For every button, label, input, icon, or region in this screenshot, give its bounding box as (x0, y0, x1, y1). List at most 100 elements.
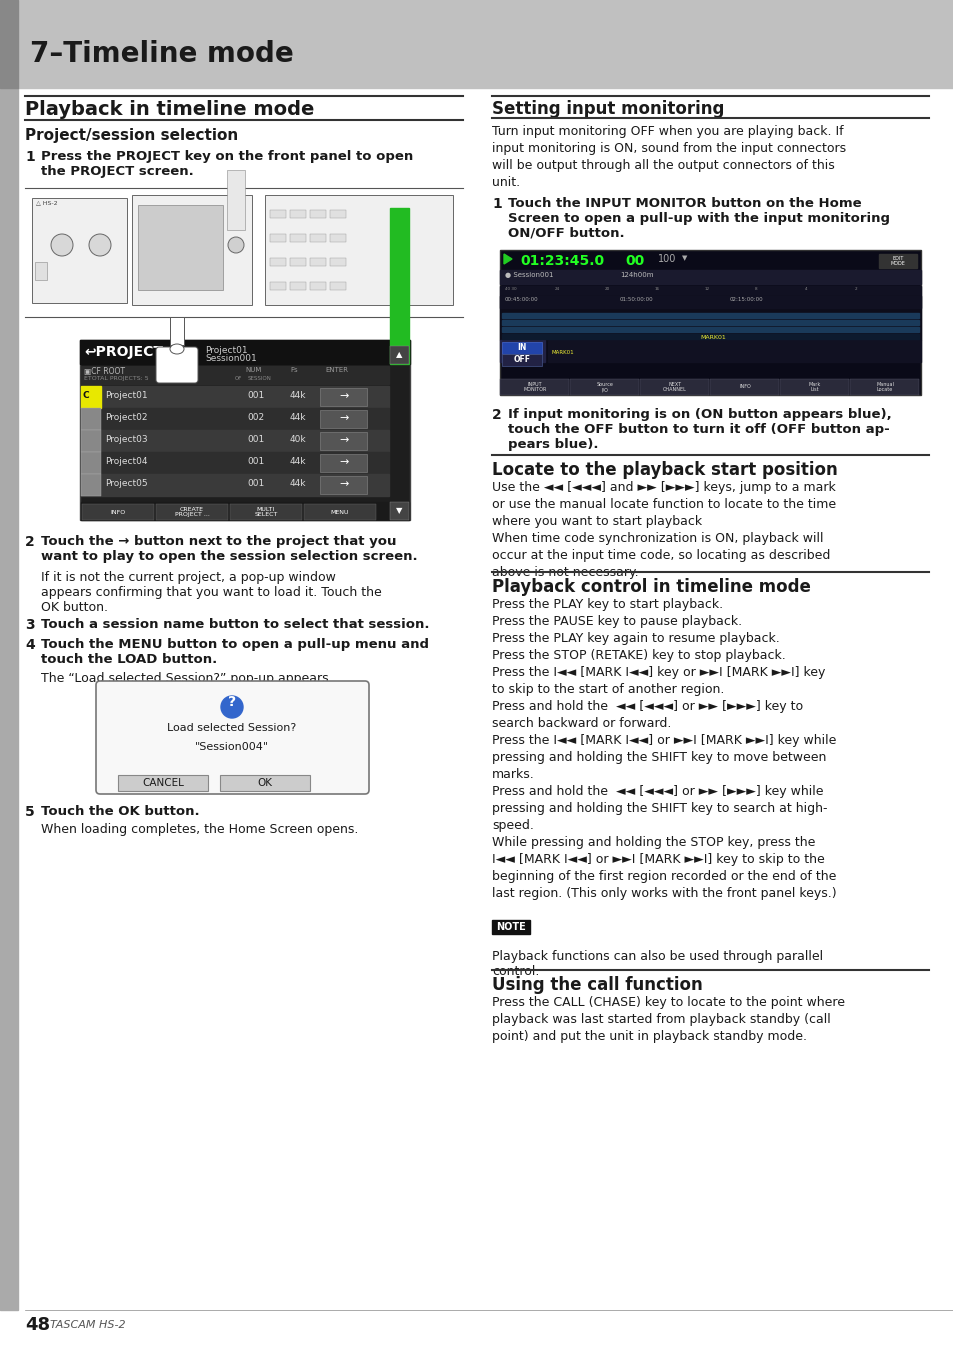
Bar (709, 379, 779, 396)
Bar (227, 170, 245, 230)
Bar (138, 205, 223, 290)
Text: 12: 12 (704, 288, 709, 292)
Text: 001: 001 (247, 458, 264, 466)
Text: CANCEL: CANCEL (142, 778, 184, 788)
Text: Session001: Session001 (205, 354, 256, 363)
Text: Fs: Fs (290, 367, 297, 373)
Bar (81, 452, 101, 474)
Text: 5: 5 (25, 805, 34, 819)
Text: 2: 2 (854, 288, 857, 292)
Bar (310, 234, 326, 242)
Bar (330, 211, 346, 217)
Text: If it is not the current project, a pop-up window
appears confirming that you wa: If it is not the current project, a pop-… (41, 571, 381, 614)
Text: ● Session001: ● Session001 (504, 271, 553, 278)
Text: OK: OK (257, 778, 273, 788)
Text: →: → (339, 413, 349, 423)
Text: Press the PROJECT key on the front panel to open
the PROJECT screen.: Press the PROJECT key on the front panel… (41, 150, 413, 178)
Bar (81, 474, 101, 495)
Text: INFO: INFO (739, 385, 750, 390)
Text: ↩PROJECT: ↩PROJECT (84, 346, 163, 359)
Text: OF: OF (234, 377, 242, 381)
Bar (81, 452, 389, 474)
Text: 001: 001 (247, 435, 264, 444)
Bar (319, 410, 367, 428)
Text: Touch the OK button.: Touch the OK button. (41, 805, 199, 818)
Text: 1: 1 (492, 197, 501, 211)
Circle shape (221, 697, 243, 718)
Bar (81, 366, 389, 383)
FancyBboxPatch shape (96, 680, 369, 794)
Text: Turn input monitoring OFF when you are playing back. If
input monitoring is ON, : Turn input monitoring OFF when you are p… (492, 126, 845, 189)
Text: ?: ? (228, 695, 235, 709)
Bar (319, 477, 367, 494)
Text: MULTI
SELECT: MULTI SELECT (254, 506, 277, 517)
Text: 4: 4 (804, 288, 806, 292)
Text: Press the CALL (CHASE) key to locate to the point where
playback was last starte: Press the CALL (CHASE) key to locate to … (492, 996, 844, 1044)
Text: 4: 4 (25, 639, 34, 652)
Text: ETOTAL PROJECTS: 5: ETOTAL PROJECTS: 5 (84, 377, 149, 381)
Text: Playback control in timeline mode: Playback control in timeline mode (492, 578, 810, 595)
Circle shape (89, 234, 111, 256)
Text: ENTER: ENTER (325, 367, 348, 373)
Text: NUM: NUM (245, 367, 261, 373)
Bar (30, 190, 457, 315)
Bar (499, 270, 920, 284)
Text: Project03: Project03 (105, 435, 148, 444)
Text: SESSION: SESSION (248, 377, 272, 381)
Bar (547, 340, 920, 362)
Text: 48: 48 (25, 1316, 51, 1334)
Text: →: → (339, 392, 349, 401)
Text: Use the ◄◄ [◄◄◄] and ►► [►►►] keys, jump to a mark
or use the manual locate func: Use the ◄◄ [◄◄◄] and ►► [►►►] keys, jump… (492, 481, 835, 579)
Bar (220, 775, 310, 791)
Text: Using the call function: Using the call function (492, 976, 702, 994)
Bar (290, 234, 306, 242)
FancyBboxPatch shape (156, 347, 198, 383)
Text: Locate to the playback start position: Locate to the playback start position (492, 460, 837, 479)
Bar (265, 194, 453, 305)
Text: 16: 16 (655, 288, 659, 292)
Bar (304, 504, 375, 520)
Bar (118, 775, 208, 791)
Text: INPUT
MONITOR: INPUT MONITOR (523, 382, 546, 393)
Text: 44k: 44k (290, 413, 306, 423)
Bar (0, 88, 18, 1310)
Text: 44k: 44k (290, 392, 306, 400)
Text: 02:15:00:00: 02:15:00:00 (729, 297, 762, 302)
Text: Touch a session name button to select that session.: Touch a session name button to select th… (41, 618, 429, 630)
Text: Press the PLAY key to start playback.
Press the PAUSE key to pause playback.
Pre: Press the PLAY key to start playback. Pr… (492, 598, 836, 900)
Bar (501, 342, 541, 354)
Bar (492, 919, 530, 934)
Text: The “Load selected Session?” pop-up appears.: The “Load selected Session?” pop-up appe… (41, 672, 333, 684)
Text: →: → (339, 458, 349, 467)
Bar (499, 250, 920, 396)
Bar (390, 502, 409, 520)
Bar (501, 333, 918, 339)
Text: "Session004": "Session004" (194, 743, 269, 752)
Bar (878, 254, 916, 269)
Text: MARK01: MARK01 (552, 350, 574, 355)
Bar (82, 504, 153, 520)
Text: 01:23:45.0: 01:23:45.0 (519, 254, 603, 269)
Bar (32, 198, 127, 302)
Bar (290, 258, 306, 266)
Text: ▼: ▼ (681, 255, 687, 261)
Bar (310, 258, 326, 266)
Bar (310, 282, 326, 290)
Text: 00:45:00:00: 00:45:00:00 (504, 297, 538, 302)
Ellipse shape (170, 344, 184, 354)
Text: 20: 20 (604, 288, 610, 292)
Bar (390, 208, 409, 364)
Bar (81, 386, 389, 408)
Text: 01:50:00:00: 01:50:00:00 (619, 297, 653, 302)
Text: 7–Timeline mode: 7–Timeline mode (30, 40, 294, 68)
Bar (501, 313, 918, 319)
Bar (499, 379, 568, 396)
Bar (310, 211, 326, 217)
Text: Manual
Locate: Manual Locate (875, 382, 893, 393)
Text: Project/session selection: Project/session selection (25, 128, 238, 143)
Bar (780, 379, 848, 396)
Text: Project01: Project01 (105, 392, 148, 400)
Text: INFO: INFO (111, 509, 126, 514)
Bar (35, 262, 47, 279)
Text: 001: 001 (247, 479, 264, 487)
